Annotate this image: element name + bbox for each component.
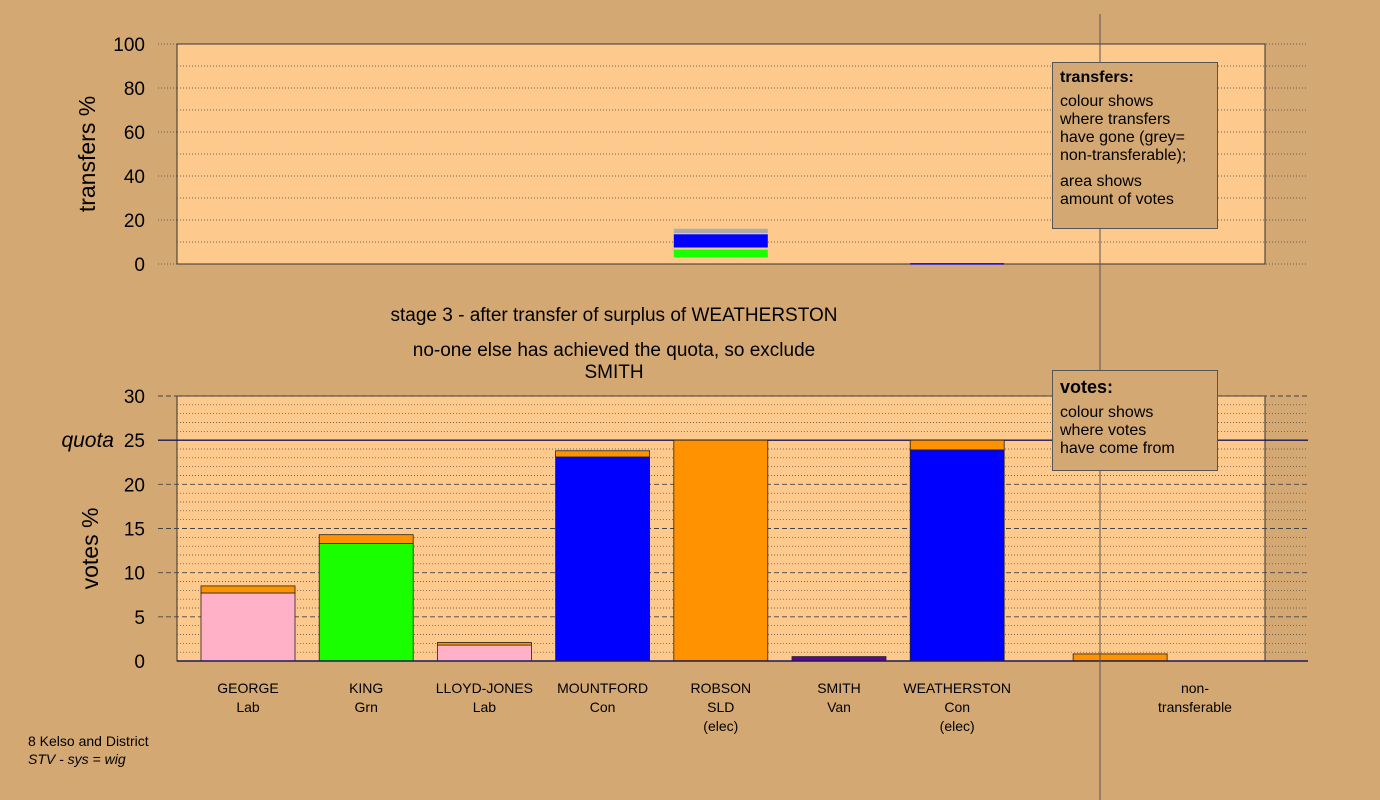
votes-legend: votes: colour shows where votes have com… [1052, 370, 1218, 471]
quota-label: quota [61, 429, 114, 452]
footer: 8 Kelso and District STV - sys = wig [28, 732, 149, 768]
transfer-segment [673, 234, 768, 248]
vote-bar-transfer [436, 642, 532, 646]
vote-bar-transfer [555, 450, 650, 458]
stage-title-line1: stage 3 - after transfer of surplus of W… [390, 305, 838, 326]
candidate-name: GEORGE [217, 680, 279, 696]
candidate-label: MOUNTFORD Con [543, 679, 663, 717]
vote-bar-transfer [200, 585, 296, 594]
vote-bar-transfer [1072, 653, 1168, 662]
candidate-label: ROBSON SLD (elec) [661, 679, 781, 736]
transfers-legend-line: have gone (grey= [1060, 129, 1185, 146]
candidate-label: LLOYD-JONES Lab [424, 679, 544, 717]
votes-tick-label: 5 [134, 608, 145, 629]
votes-legend-title: votes: [1060, 377, 1114, 397]
candidate-name: KING [349, 680, 384, 696]
transfers-legend-line: where transfers [1060, 111, 1171, 128]
transfers-tick-label: 40 [124, 167, 145, 188]
candidate-party: Lab [472, 699, 497, 715]
candidate-name: SMITH [817, 680, 861, 696]
vote-bar-transfer [318, 534, 414, 544]
candidate-party: Van [827, 699, 851, 715]
votes-tick-label: 20 [124, 475, 145, 496]
transfers-axis-label: transfers % [74, 96, 100, 212]
votes-legend-line: have come from [1060, 440, 1175, 457]
transfers-legend-line: non-transferable); [1060, 147, 1187, 164]
vote-bar-base [673, 439, 769, 662]
transfers-legend-title: transfers: [1060, 69, 1134, 86]
transfers-tick-label: 60 [124, 123, 145, 144]
candidate-label: KING Grn [306, 679, 426, 717]
system-label: STV - sys = wig [28, 751, 126, 767]
transfer-segment [673, 249, 768, 258]
votes-tick-label: 30 [124, 387, 145, 408]
transfers-legend-line: amount of votes [1060, 191, 1174, 208]
votes-legend-line: where votes [1060, 422, 1147, 439]
transfer-segment [673, 228, 768, 234]
transfer-segment [910, 263, 1005, 265]
candidate-name: LLOYD-JONES [435, 680, 534, 696]
candidate-party: SLD [707, 699, 735, 715]
votes-legend-line: colour shows [1060, 404, 1154, 421]
stage-title-line2: no-one else has achieved the quota, so e… [412, 340, 816, 383]
candidate-party: Con [944, 699, 971, 715]
votes-tick-label: 10 [124, 564, 145, 585]
transfers-tick-label: 100 [113, 35, 145, 56]
votes-tick-label: 25 [124, 431, 145, 452]
vote-bar-base [318, 543, 414, 662]
transfers-legend-line: colour shows [1060, 93, 1154, 110]
transfers-tick-label: 0 [134, 255, 145, 276]
candidate-party: Con [589, 699, 616, 715]
candidate-party: Lab [236, 699, 260, 715]
candidate-party: Grn [354, 699, 378, 715]
candidate-name: ROBSON [690, 680, 752, 696]
vote-bar-transfer [909, 439, 1005, 451]
vote-bar-base [909, 449, 1005, 662]
candidate-label: non-transferable [1135, 679, 1255, 717]
candidate-name: non- [1180, 680, 1210, 696]
vote-bar-base [200, 592, 296, 662]
candidate-label: WEATHERSTON Con (elec) [897, 679, 1017, 736]
candidate-label: SMITH Van [779, 679, 899, 717]
candidate-name: MOUNTFORD [557, 680, 649, 696]
candidate-name: WEATHERSTON [903, 680, 1011, 696]
candidate-label: GEORGE Lab [188, 679, 308, 717]
transfers-legend: transfers: colour shows where transfers … [1052, 62, 1218, 229]
candidate-status: (elec) [703, 718, 739, 734]
candidate-party: transferable [1158, 699, 1232, 715]
candidate-status: (elec) [939, 718, 975, 734]
vote-bar-base [555, 456, 650, 662]
votes-tick-label: 15 [124, 520, 145, 541]
votes-axis-label: votes % [77, 508, 103, 590]
votes-tick-label: 0 [134, 652, 145, 673]
transfers-tick-label: 20 [124, 211, 145, 232]
vote-bar-base [436, 644, 532, 662]
transfers-legend-line: area shows [1060, 173, 1142, 190]
ward-name: 8 Kelso and District [28, 733, 149, 749]
transfers-tick-label: 80 [124, 79, 145, 100]
